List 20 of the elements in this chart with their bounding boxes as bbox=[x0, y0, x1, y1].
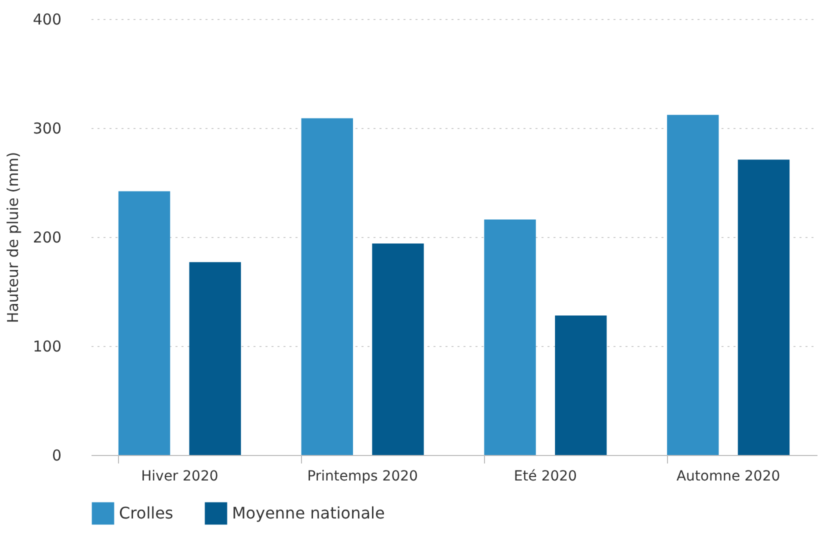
y-tick-label: 300 bbox=[32, 120, 62, 138]
bar bbox=[738, 160, 790, 455]
y-tick-label: 400 bbox=[32, 10, 62, 28]
x-tick-label: Automne 2020 bbox=[676, 468, 780, 484]
y-tick-label: 0 bbox=[52, 446, 62, 464]
bar bbox=[484, 220, 536, 455]
x-tick-label: Eté 2020 bbox=[514, 468, 577, 484]
y-axis-title: Hauteur de pluie (mm) bbox=[4, 152, 22, 324]
legend-label: Moyenne nationale bbox=[232, 503, 385, 522]
bar bbox=[554, 315, 607, 455]
bar bbox=[372, 244, 424, 455]
x-tick-label: Printemps 2020 bbox=[307, 468, 418, 484]
legend-label: Crolles bbox=[119, 503, 174, 522]
bar bbox=[667, 114, 719, 455]
bar bbox=[189, 262, 241, 455]
bar bbox=[301, 118, 354, 455]
y-tick-label: 100 bbox=[32, 338, 62, 356]
bar bbox=[118, 191, 170, 455]
x-tick-label: Hiver 2020 bbox=[141, 468, 218, 484]
y-tick-label: 200 bbox=[32, 228, 62, 246]
